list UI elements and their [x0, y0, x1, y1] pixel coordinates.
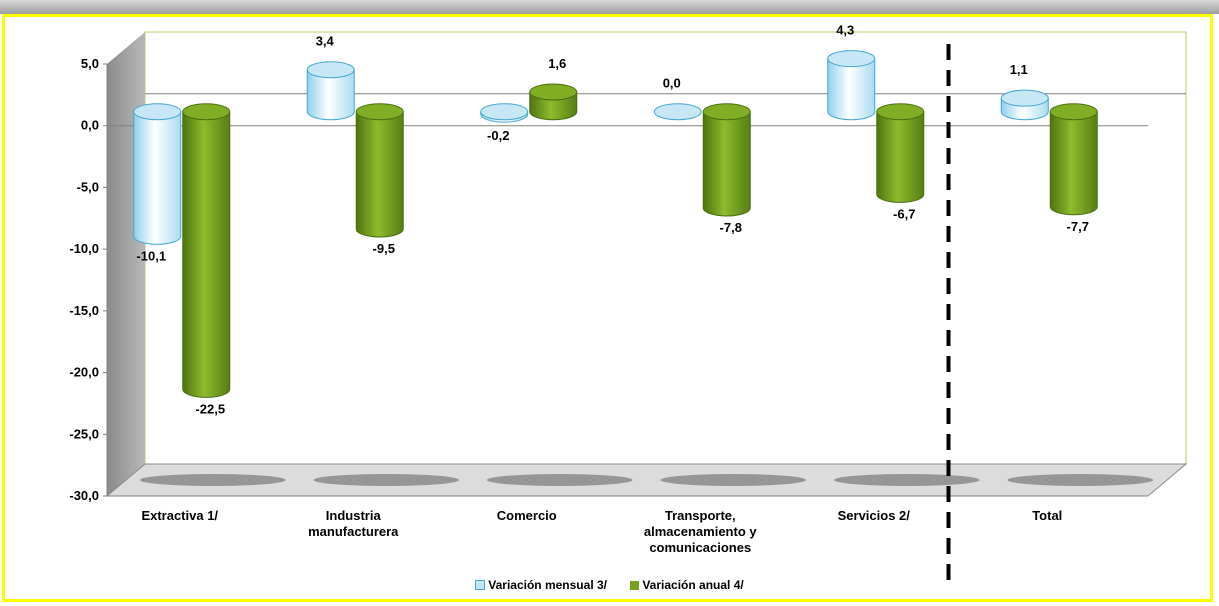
bar-body [355, 111, 404, 238]
data-label: 1,6 [548, 56, 566, 71]
data-label: -7,8 [720, 220, 742, 235]
y-tick-label: -25,0 [69, 426, 99, 441]
floor-shadow [1007, 474, 1154, 486]
bar-body [182, 111, 231, 398]
bar-top [480, 103, 529, 121]
bar [1049, 103, 1098, 216]
top-bar [0, 0, 1219, 14]
bar-top [182, 103, 231, 121]
legend: Variación mensual 3/ Variación anual 4/ [0, 578, 1219, 592]
bar-top [1000, 89, 1049, 107]
x-category-label: almacenamiento y [644, 524, 757, 539]
bar-body [1049, 111, 1098, 216]
data-label: 0,0 [663, 76, 681, 91]
bar [480, 103, 529, 123]
bar-top [876, 103, 925, 121]
y-tick-label: 0,0 [81, 118, 99, 133]
y-tick-label: -20,0 [69, 365, 99, 380]
bar-body [876, 111, 925, 203]
legend-item-anual: Variación anual 4/ [630, 578, 744, 592]
x-category-label: Transporte, [665, 508, 736, 523]
y-tick-label: -5,0 [77, 179, 99, 194]
bar [1000, 89, 1049, 121]
x-category-label: Total [1032, 508, 1062, 523]
data-label: -7,7 [1067, 219, 1089, 234]
data-label: 1,1 [1010, 62, 1028, 77]
legend-swatch-anual [630, 581, 640, 590]
bar [827, 50, 876, 121]
side-wall [107, 32, 145, 496]
y-tick-label: -10,0 [69, 241, 99, 256]
bar [306, 61, 355, 121]
bar [133, 103, 182, 245]
bar [653, 103, 702, 121]
bar [182, 103, 231, 398]
bar [355, 103, 404, 238]
bar-top [529, 83, 578, 101]
legend-item-mensual: Variación mensual 3/ [475, 578, 607, 592]
x-category-label: Industria [326, 508, 382, 523]
bar [529, 83, 578, 121]
bar [876, 103, 925, 203]
legend-label-anual: Variación anual 4/ [642, 578, 744, 592]
bar-top [133, 103, 182, 121]
y-tick-label: 5,0 [81, 56, 99, 71]
bar-top [355, 103, 404, 121]
bar-top [702, 103, 751, 121]
data-label: -6,7 [893, 206, 915, 221]
data-label: -22,5 [195, 401, 225, 416]
floor-shadow [313, 474, 460, 486]
bar [702, 103, 751, 217]
x-category-label: Comercio [497, 508, 557, 523]
floor-shadow [660, 474, 807, 486]
y-tick-label: -30,0 [69, 488, 99, 503]
data-label: -0,2 [487, 128, 509, 143]
x-category-label: manufacturera [308, 524, 399, 539]
data-label: 3,4 [316, 34, 335, 49]
data-label: -10,1 [136, 248, 166, 263]
bar-top [827, 50, 876, 68]
floor-shadow [139, 474, 286, 486]
floor-shadow [833, 474, 980, 486]
bar-top [1049, 103, 1098, 121]
legend-label-mensual: Variación mensual 3/ [488, 578, 607, 592]
bar-body [702, 111, 751, 217]
y-tick-label: -15,0 [69, 303, 99, 318]
legend-swatch-mensual [475, 580, 486, 590]
bar-top [306, 61, 355, 79]
data-label: 4,3 [836, 23, 854, 38]
bar-top [653, 103, 702, 121]
bar-body [133, 111, 182, 245]
x-category-label: Servicios 2/ [838, 508, 911, 523]
x-category-label: Extractiva 1/ [141, 508, 218, 523]
x-category-label: comunicaciones [649, 540, 751, 555]
bar-body [306, 69, 355, 121]
data-label: -9,5 [373, 241, 395, 256]
bar-body [827, 58, 876, 121]
floor-shadow [486, 474, 633, 486]
